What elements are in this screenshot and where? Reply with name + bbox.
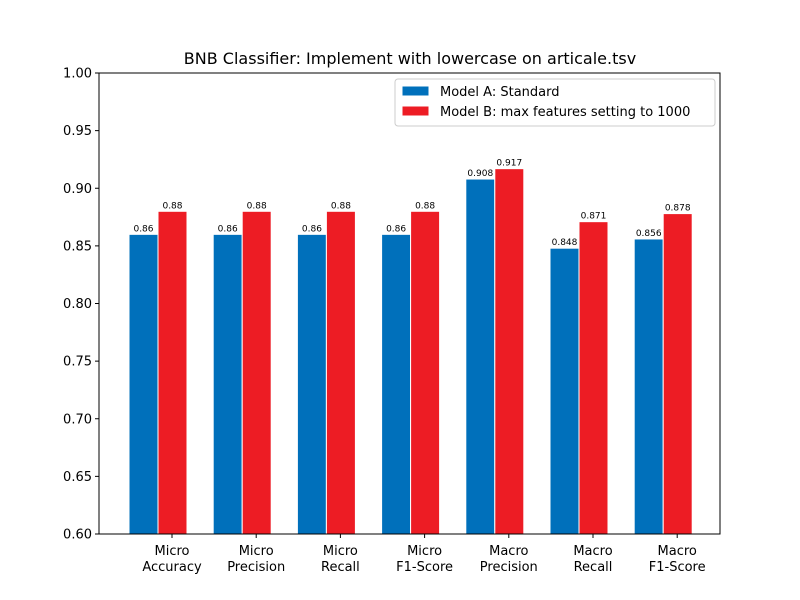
data-label-series-1-cat-2: 0.86	[218, 224, 238, 234]
y-tick-label-6: 0.85	[63, 239, 92, 254]
x-tick-label-line: F1-Score	[396, 560, 453, 575]
bar-series-1-cat-5	[465, 178, 496, 535]
x-tick-label-line: Micro	[239, 544, 274, 559]
bar-series-2-cat-1	[157, 210, 188, 535]
axes-layer: 0.60 0.65 0.70 0.75 0.80 0.85 0.90 0.95 1.00 Micr…	[63, 67, 721, 575]
data-label-series-2-cat-1: 0.88	[162, 201, 182, 211]
bar-series-1-cat-2	[212, 233, 243, 535]
bar-series-2-cat-2	[241, 210, 272, 535]
y-tick-label-9: 1.00	[63, 67, 92, 82]
y-tick-label-5: 0.80	[63, 297, 92, 312]
x-tick-label-line: F1-Score	[649, 560, 706, 575]
x-tick-label-line: Micro	[155, 544, 190, 559]
bar-series-2-cat-3	[325, 210, 356, 535]
data-label-series-2-cat-4: 0.88	[415, 201, 435, 211]
x-tick-label-line: Precision	[227, 560, 285, 575]
x-tick-label-3: Micro Recall	[321, 544, 360, 575]
data-label-series-2-cat-6: 0.871	[581, 212, 607, 222]
data-label-series-1-cat-6: 0.848	[552, 238, 578, 248]
bar-series-2-cat-6	[578, 221, 609, 535]
bar-series-1-cat-4	[381, 233, 412, 535]
x-tick-label-line: Micro	[323, 544, 358, 559]
x-tick-label-6: Macro Recall	[573, 544, 612, 575]
data-label-series-1-cat-5: 0.908	[467, 169, 493, 179]
bar-series-2-cat-5	[494, 168, 525, 535]
y-tick-label-3: 0.70	[63, 412, 92, 427]
data-label-series-1-cat-4: 0.86	[386, 224, 406, 234]
x-tick-label-line: Macro	[573, 544, 612, 559]
x-tick-label-1: Micro Accuracy	[142, 544, 202, 575]
legend-swatch-2	[401, 105, 430, 117]
x-tick-label-line: Recall	[574, 560, 613, 575]
bar-series-1-cat-7	[633, 238, 664, 535]
x-tick-label-line: Precision	[480, 560, 538, 575]
bar-series-1-cat-6	[549, 247, 580, 535]
y-tick-label-4: 0.75	[63, 355, 92, 370]
data-label-series-1-cat-1: 0.86	[133, 224, 153, 234]
data-label-series-2-cat-5: 0.917	[496, 159, 522, 169]
data-label-series-1-cat-3: 0.86	[302, 224, 322, 234]
legend-label-1: Model A: Standard	[440, 85, 559, 100]
x-tick-label-line: Macro	[489, 544, 528, 559]
data-label-series-1-cat-7: 0.856	[636, 229, 662, 239]
legend-swatch-1	[401, 85, 430, 97]
x-tick-label-2: Micro Precision	[227, 544, 285, 575]
x-tick-label-line: Accuracy	[142, 560, 202, 575]
y-tick-label-7: 0.90	[63, 182, 92, 197]
x-tick-label-line: Micro	[407, 544, 442, 559]
x-tick-label-line: Recall	[321, 560, 360, 575]
x-tick-label-line: Macro	[658, 544, 697, 559]
data-label-series-2-cat-7: 0.878	[665, 204, 691, 214]
legend-label-2: Model B: max features setting to 1000	[440, 105, 690, 120]
legend: Model A: Standard Model B: max features s…	[394, 78, 716, 127]
bar-series-2-cat-7	[662, 213, 693, 535]
chart-title: BNB Classifier: Implement with lowercase…	[184, 49, 636, 68]
x-tick-label-4: Micro F1-Score	[396, 544, 453, 575]
y-tick-label-8: 0.95	[63, 124, 92, 139]
data-label-series-2-cat-2: 0.88	[247, 201, 267, 211]
bar-series-2-cat-4	[410, 210, 441, 535]
x-tick-label-5: Macro Precision	[480, 544, 538, 575]
bar-series-1-cat-3	[296, 233, 327, 535]
data-label-series-2-cat-3: 0.88	[331, 201, 351, 211]
x-tick-label-7: Macro F1-Score	[649, 544, 706, 575]
bar-series-1-cat-1	[128, 233, 159, 535]
y-tick-label-2: 0.65	[63, 470, 92, 485]
bars-layer: 0.86 0.88 0.86 0.88 0.86 0.88 0.86 0.88 0.9080.9…	[128, 159, 693, 535]
y-tick-label-1: 0.60	[63, 528, 92, 543]
legend-box	[394, 78, 716, 127]
